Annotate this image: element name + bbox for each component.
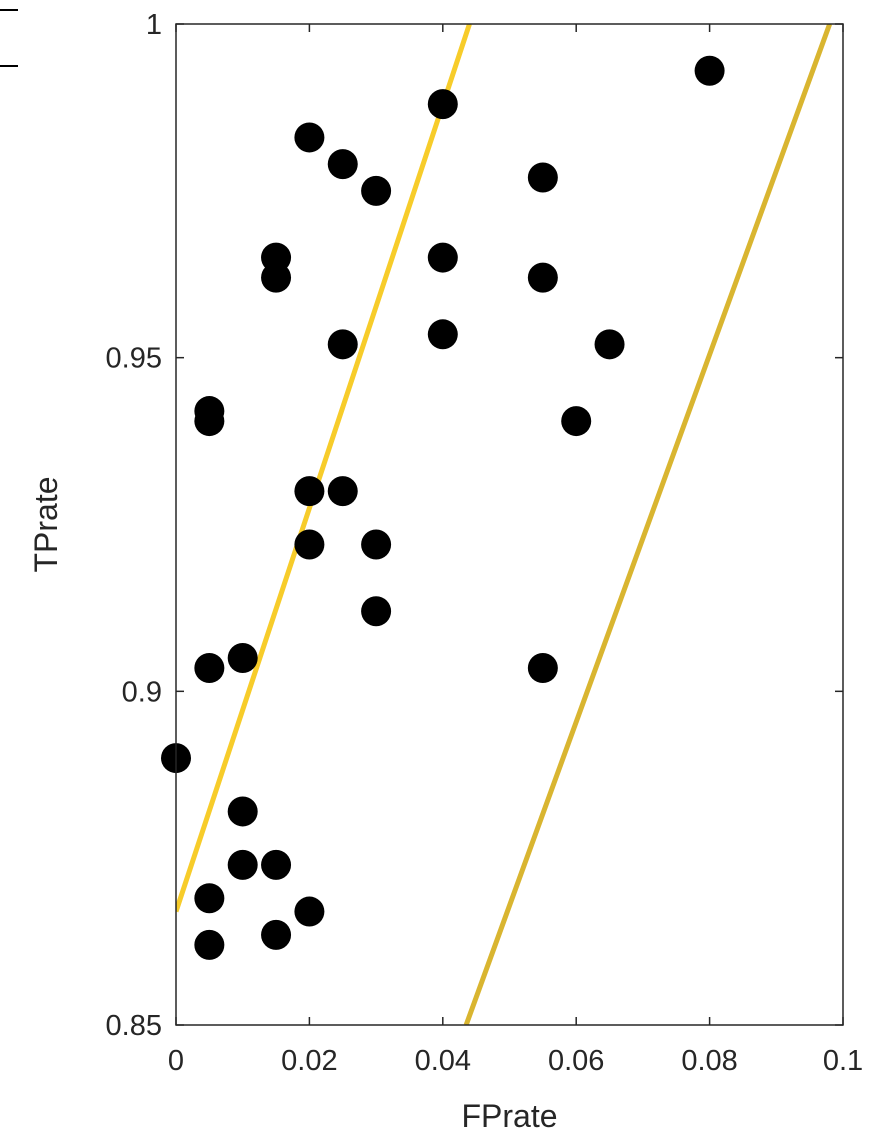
y-axis-label: TPrate [28,476,64,572]
data-point [427,319,458,350]
data-point [594,329,625,360]
reference-lines [176,24,833,1025]
x-tick-label: 0 [168,1045,184,1077]
data-point [261,919,292,950]
data-point [527,162,558,193]
data-point [294,529,325,560]
x-axis-label: FPrate [461,1098,557,1134]
data-point [361,175,392,206]
data-point [427,242,458,273]
data-point [227,796,258,827]
data-point [194,883,225,914]
x-axis-ticks: 0 0.02 0.04 0.06 0.08 0.1 [168,24,863,1077]
data-points [161,55,725,960]
data-point [261,262,292,293]
y-tick-label: 0.9 [122,676,162,708]
x-tick-label: 0.1 [823,1045,863,1077]
data-point [194,652,225,683]
data-point [694,55,725,86]
data-point [427,89,458,120]
x-tick-label: 0.08 [681,1045,737,1077]
data-point [527,652,558,683]
plot-area-frame [175,23,844,1026]
data-point [227,642,258,673]
x-tick-label: 0.06 [548,1045,604,1077]
data-point [561,406,592,437]
data-point [361,596,392,627]
y-axis-ticks: 0.85 0.9 0.95 1 [106,9,843,1042]
data-point [294,476,325,507]
data-point [327,149,358,180]
reference-line-1 [176,24,472,913]
data-point [227,849,258,880]
data-point [194,929,225,960]
data-point [527,262,558,293]
y-tick-label: 0.95 [106,343,162,375]
data-point [327,329,358,360]
data-point [294,896,325,927]
y-tick-label: 1 [146,9,162,41]
data-point [294,122,325,153]
y-tick-label: 0.85 [106,1010,162,1042]
data-point [261,849,292,880]
data-point [194,406,225,437]
data-point [361,529,392,560]
reference-line-2 [463,24,833,1025]
legend-stub [0,9,18,67]
data-point [327,476,358,507]
x-tick-label: 0.04 [415,1045,471,1077]
x-tick-label: 0.02 [281,1045,337,1077]
